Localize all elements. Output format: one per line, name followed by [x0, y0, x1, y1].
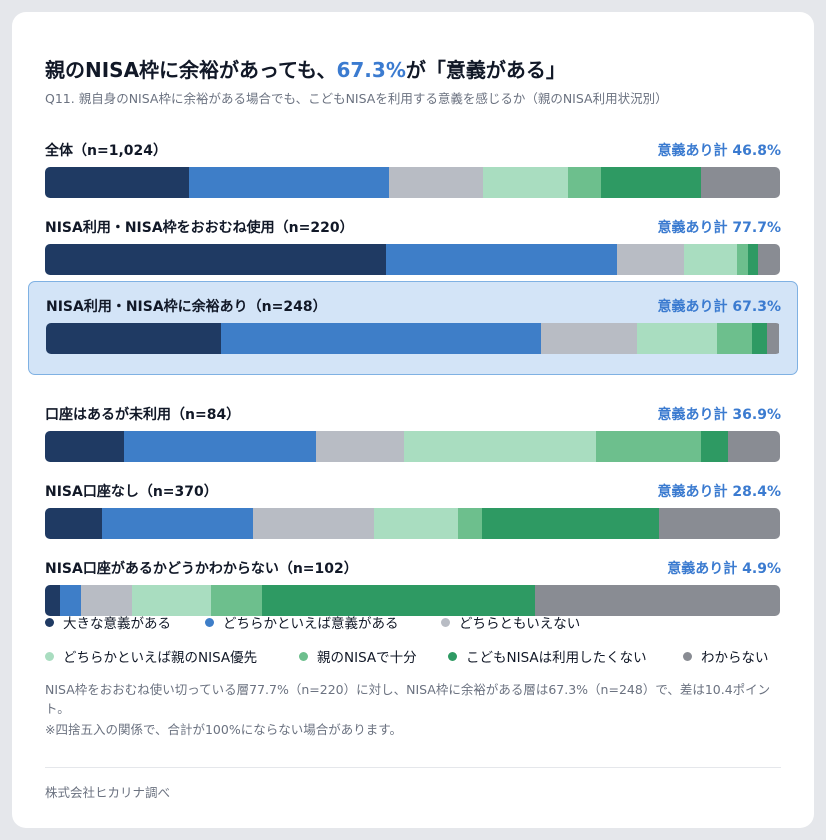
legend-swatch [205, 617, 214, 627]
legend-label: 親のNISAで十分 [317, 650, 417, 666]
bar-segment [210, 585, 262, 616]
bar-segment [45, 431, 124, 462]
bar-segment [616, 244, 684, 275]
bar-segment [458, 508, 482, 539]
chart-title: 親のNISA枠に余裕があっても、67.3%が「意義がある」 [45, 54, 566, 83]
bar-segment [683, 244, 738, 275]
bar-segment [535, 585, 780, 616]
stacked-bar [46, 323, 781, 354]
row-label: NISA利用・NISA枠に余裕あり（n=248） [46, 299, 327, 315]
bar-segment [757, 244, 780, 275]
bar-segment [747, 244, 758, 275]
bar-segment [45, 585, 60, 616]
bar-segment [483, 167, 568, 198]
title-suffix: が「意義がある」 [405, 58, 566, 82]
bar-row: NISA口座があるかどうかわからない（n=102） 意義あり計 4.9% [45, 558, 781, 618]
bar-segment [596, 431, 702, 462]
bar-row: 全体（n=1,024） 意義あり計 46.8% [45, 140, 781, 200]
bar-segment [45, 508, 103, 539]
legend-label: こどもNISAは利用したくない [466, 650, 647, 666]
title-prefix: 親のNISA枠に余裕があっても、 [45, 58, 337, 82]
legend-item: どちらかといえば親のNISA優先 [45, 646, 257, 666]
stacked-bar [45, 508, 780, 539]
legend-item: どちらともいえない [441, 612, 580, 632]
legend-swatch [45, 651, 54, 661]
row-total-label: 意義あり計 36.9% [657, 407, 781, 423]
legend-item: こどもNISAは利用したくない [448, 646, 647, 666]
source-text: 株式会社ヒカリナ調べ [45, 785, 171, 800]
bar-segment [59, 585, 81, 616]
bar-segment [388, 167, 484, 198]
disclaimer-text: ※四捨五入の関係で、合計が100%にならない場合があります。 [45, 722, 402, 737]
bar-segment [102, 508, 253, 539]
legend-swatch [441, 617, 450, 627]
legend-item: 大きな意義がある [45, 612, 171, 632]
legend-item: わからない [683, 646, 769, 666]
row-label: NISA口座があるかどうかわからない（n=102） [45, 561, 358, 577]
bar-segment [752, 323, 767, 354]
title-highlight: 67.3% [336, 58, 406, 82]
row-total-label: 意義あり計 28.4% [657, 484, 781, 500]
legend-swatch [299, 651, 308, 661]
divider [45, 767, 781, 768]
bar-segment [727, 431, 780, 462]
bar-segment [220, 323, 541, 354]
bar-segment [189, 167, 389, 198]
bar-segment [386, 244, 617, 275]
bar-segment [737, 244, 748, 275]
bar-segment [374, 508, 459, 539]
bar-segment [131, 585, 211, 616]
bar-segment [80, 585, 132, 616]
row-label: 口座はあるが未利用（n=84） [45, 407, 241, 423]
bar-segment [45, 167, 190, 198]
bar-segment [261, 585, 536, 616]
chart-card: 親のNISA枠に余裕があっても、67.3%が「意義がある」 Q11. 親自身のN… [12, 12, 814, 828]
bar-segment [636, 323, 718, 354]
row-total-label: 意義あり計 77.7% [657, 220, 781, 236]
bar-row: 口座はあるが未利用（n=84） 意義あり計 36.9% [45, 404, 781, 464]
chart-subtitle: Q11. 親自身のNISA枠に余裕がある場合でも、こどもNISAを利用する意義を… [45, 91, 668, 106]
bar-segment [46, 323, 221, 354]
stacked-bar [45, 431, 780, 462]
bar-segment [540, 323, 637, 354]
row-label: NISA利用・NISA枠をおおむね使用（n=220） [45, 220, 354, 236]
bar-segment [766, 323, 779, 354]
bar-segment [253, 508, 375, 539]
bar-segment [481, 508, 659, 539]
legend-swatch [683, 651, 692, 661]
bar-row: NISA利用・NISA枠をおおむね使用（n=220） 意義あり計 77.7% [45, 217, 781, 277]
bar-segment [701, 431, 728, 462]
legend-label: どちらかといえば意義がある [223, 616, 399, 632]
bar-segment [316, 431, 404, 462]
bar-segment [700, 167, 780, 198]
bar-row: NISA口座なし（n=370） 意義あり計 28.4% [45, 481, 781, 541]
bar-segment [567, 167, 601, 198]
bar-segment [658, 508, 780, 539]
legend-swatch [448, 651, 457, 661]
bar-row: NISA利用・NISA枠に余裕あり（n=248） 意義あり計 67.3% [28, 281, 798, 375]
legend-swatch [45, 617, 54, 627]
bar-segment [717, 323, 753, 354]
legend-label: どちらともいえない [459, 616, 581, 632]
legend-label: どちらかといえば親のNISA優先 [63, 650, 258, 666]
stacked-bar [45, 585, 780, 616]
row-total-label: 意義あり計 67.3% [657, 299, 781, 315]
stacked-bar [45, 244, 780, 275]
bar-segment [45, 244, 387, 275]
legend-label: 大きな意義がある [63, 616, 171, 632]
stacked-bar [45, 167, 780, 198]
note-text: NISA枠をおおむね使い切っている層77.7%（n=220）に対し、NISA枠に… [45, 682, 771, 716]
legend-item: どちらかといえば意義がある [205, 612, 399, 632]
bar-segment [403, 431, 597, 462]
row-label: NISA口座なし（n=370） [45, 484, 218, 500]
bar-segment [600, 167, 701, 198]
legend-label: わからない [701, 650, 769, 666]
legend-item: 親のNISAで十分 [299, 646, 417, 666]
row-total-label: 意義あり計 46.8% [657, 143, 781, 159]
row-label: 全体（n=1,024） [45, 143, 167, 159]
bar-segment [123, 431, 317, 462]
row-total-label: 意義あり計 4.9% [667, 561, 781, 577]
